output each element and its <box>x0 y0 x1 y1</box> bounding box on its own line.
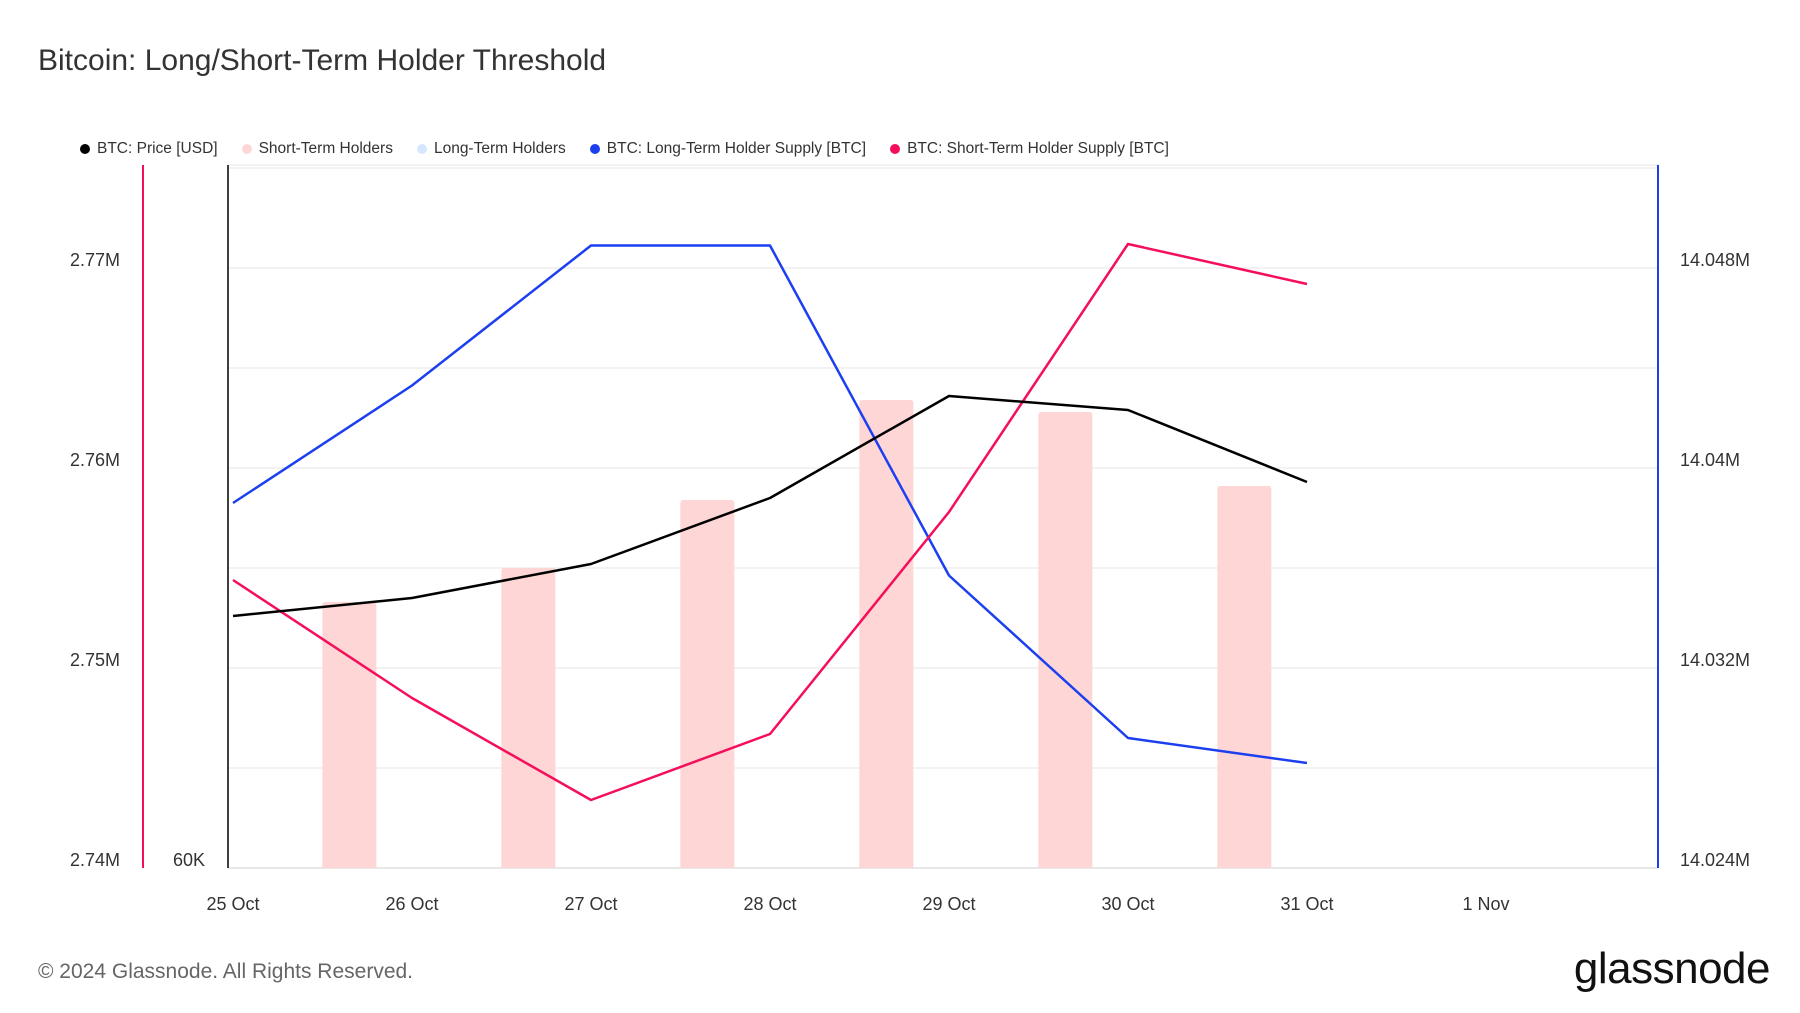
x-tick-label: 28 Oct <box>743 894 796 914</box>
price-line <box>232 394 1308 618</box>
sth-bar <box>1038 412 1093 868</box>
legend-item-short-term-holders[interactable]: Short-Term Holders <box>241 140 393 158</box>
left-tick-label: 2.76M <box>70 450 120 470</box>
legend-dot-sth-supply <box>890 144 901 154</box>
legend-item-sth-supply[interactable]: BTC: Short-Term Holder Supply [BTC] <box>890 140 1169 158</box>
right-tick-label: 14.04M <box>1680 450 1740 470</box>
copyright-footer: © 2024 Glassnode. All Rights Reserved. <box>38 960 414 983</box>
left-tick-label: 2.77M <box>70 250 120 270</box>
sth-bar <box>680 500 735 868</box>
x-tick-label: 27 Oct <box>564 894 617 914</box>
left-tick-label: 2.74M <box>70 850 120 870</box>
legend: BTC: Price [USD] Short-Term Holders Long… <box>80 140 1193 158</box>
sth-supply-line <box>232 242 1308 802</box>
x-tick-label: 26 Oct <box>385 894 438 914</box>
lth-supply-line <box>232 244 1308 765</box>
right-tick-label: 14.032M <box>1680 650 1750 670</box>
legend-item-price[interactable]: BTC: Price [USD] <box>80 140 218 158</box>
x-tick-label: 30 Oct <box>1101 894 1154 914</box>
x-tick-label: 1 Nov <box>1462 894 1509 914</box>
legend-dot-price <box>80 144 90 154</box>
glassnode-logo[interactable]: glassnode <box>1573 944 1771 993</box>
legend-label-short-term-holders: Short-Term Holders <box>258 140 393 157</box>
legend-label-lth-supply: BTC: Long-Term Holder Supply [BTC] <box>606 140 867 157</box>
right-tick-label: 14.024M <box>1680 850 1750 870</box>
x-tick-label: 25 Oct <box>206 894 259 914</box>
legend-dot-lth-supply <box>589 144 600 154</box>
legend-dot-long-term-holders <box>416 144 427 154</box>
legend-label-price: BTC: Price [USD] <box>97 140 218 157</box>
legend-dot-short-term-holders <box>241 144 252 154</box>
x-tick-label: 31 Oct <box>1280 894 1333 914</box>
sth-bar <box>501 568 556 868</box>
left-tick-label: 2.75M <box>70 650 120 670</box>
legend-item-lth-supply[interactable]: BTC: Long-Term Holder Supply [BTC] <box>589 140 867 158</box>
sth-bar <box>322 602 377 868</box>
sth-bar <box>859 400 914 868</box>
legend-item-long-term-holders[interactable]: Long-Term Holders <box>416 140 566 158</box>
right-tick-label: 14.048M <box>1680 250 1750 270</box>
x-tick-label: 29 Oct <box>922 894 975 914</box>
chart-title: Bitcoin: Long/Short-Term Holder Threshol… <box>38 44 607 77</box>
legend-label-sth-supply: BTC: Short-Term Holder Supply [BTC] <box>907 140 1169 157</box>
legend-label-long-term-holders: Long-Term Holders <box>433 140 566 157</box>
sth-bar <box>1217 486 1272 868</box>
price-tick-label: 60K <box>173 850 205 870</box>
